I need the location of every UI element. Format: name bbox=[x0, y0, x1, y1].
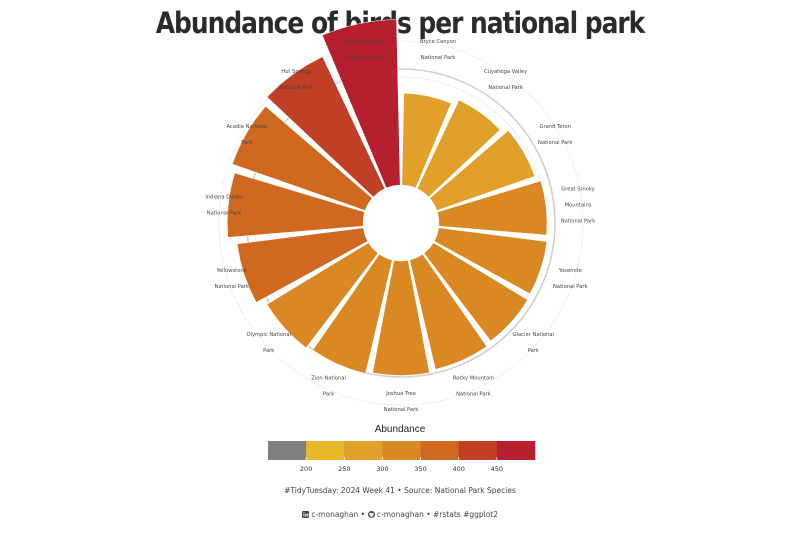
category-label-bryce-canyon: National Park bbox=[421, 55, 455, 61]
legend-tick-label: 300 bbox=[376, 465, 388, 473]
credit-user-linkedin[interactable]: c-monaghan bbox=[311, 510, 359, 519]
legend-title: Abundance bbox=[374, 424, 426, 435]
category-label-great-smoky: Great Smoky bbox=[561, 186, 595, 192]
category-label-rocky-mountain: National Park bbox=[456, 392, 490, 398]
bar-glacier-national bbox=[423, 242, 528, 342]
caption-credits: c-monaghan • c-monaghan • #rstats #ggplo… bbox=[0, 510, 800, 519]
category-label-grand-canyon: National Park bbox=[347, 55, 381, 61]
legend-tick-label: 250 bbox=[338, 465, 350, 473]
bar-grand-teton bbox=[429, 130, 536, 211]
legend-tick-label: 350 bbox=[414, 465, 426, 473]
grid-ring bbox=[218, 40, 584, 406]
bar-zion-national bbox=[312, 253, 393, 374]
bar-rocky-mountain bbox=[409, 253, 488, 370]
category-label-indiana-dunes: National Park bbox=[207, 210, 241, 216]
category-label-acadia-national: Acadia National bbox=[226, 124, 267, 130]
legend: 200 250 300 350 400 450 bbox=[268, 441, 536, 473]
bar-great-smoky bbox=[437, 180, 548, 236]
legend-tick-label: 200 bbox=[300, 465, 312, 473]
bar-joshua-tree bbox=[372, 260, 430, 376]
category-label-great-smoky: National Park bbox=[561, 218, 595, 224]
bar-grand-canyon bbox=[321, 19, 401, 189]
category-label-yosemite: Yosemite bbox=[558, 268, 582, 274]
caption-source: #TidyTuesday: 2024 Week 41 • Source: Nat… bbox=[284, 486, 516, 495]
legend-tick-label: 400 bbox=[453, 465, 465, 473]
bar-indiana-dunes bbox=[227, 172, 365, 238]
category-label-great-smoky: Mountains bbox=[565, 202, 592, 208]
chart-title: Abundance of birds per national park bbox=[155, 6, 645, 40]
legend-swatch bbox=[420, 441, 460, 460]
category-label-grand-teton: Grand Teton bbox=[539, 124, 571, 130]
category-label-indiana-dunes: Indiana Dunes bbox=[205, 194, 243, 200]
bar-yellowstone bbox=[236, 227, 369, 303]
bar-yosemite bbox=[433, 227, 548, 295]
category-label-bryce-canyon: Bryce Canyon bbox=[420, 39, 456, 45]
linkedin-icon[interactable] bbox=[301, 511, 309, 518]
category-label-glacier-national: Park bbox=[528, 348, 539, 354]
category-label-joshua-tree: Joshua Tree bbox=[385, 391, 416, 397]
category-label-cuyahoga-valley: Cuyahoga Valley bbox=[484, 69, 527, 75]
github-icon[interactable] bbox=[367, 511, 375, 518]
category-label-yosemite: National Park bbox=[553, 284, 587, 290]
legend-swatch bbox=[306, 441, 345, 460]
bar-cuyahoga-valley bbox=[416, 99, 501, 198]
category-label-glacier-national: Glacier National bbox=[513, 332, 555, 338]
category-labels: Bryce Canyon National Park Cuyahoga Valley… bbox=[205, 39, 595, 413]
category-label-hot-springs: Hot Springs bbox=[281, 69, 311, 75]
category-label-rocky-mountain: Rocky Mountain bbox=[453, 376, 494, 382]
category-label-zion-national: Park bbox=[323, 392, 334, 398]
category-label-acadia-national: Park bbox=[241, 140, 252, 146]
legend-swatch bbox=[344, 441, 383, 460]
category-label-hot-springs: National Park bbox=[279, 85, 313, 91]
category-label-grand-teton: National Park bbox=[538, 140, 572, 146]
legend-swatch bbox=[382, 441, 421, 460]
bar-bryce-canyon bbox=[401, 92, 452, 189]
bars-group bbox=[227, 19, 548, 376]
credit-tags: • #rstats #ggplot2 bbox=[426, 510, 499, 519]
category-label-grand-canyon: Grand Canyon bbox=[345, 39, 382, 45]
category-label-yellowstone: Yellowstone bbox=[216, 268, 247, 274]
category-label-olympic-national: Olympic National bbox=[246, 332, 291, 338]
credit-separator: • bbox=[360, 510, 366, 519]
legend-swatch bbox=[268, 441, 307, 460]
bar-hot-springs bbox=[266, 56, 386, 198]
category-label-olympic-national: Park bbox=[263, 348, 274, 354]
credit-user-github[interactable]: c-monaghan bbox=[376, 510, 424, 519]
legend-swatch bbox=[458, 441, 498, 460]
category-label-joshua-tree: National Park bbox=[384, 407, 418, 413]
category-label-cuyahoga-valley: National Park bbox=[488, 85, 522, 91]
bar-acadia-national bbox=[231, 105, 373, 211]
bar-olympic-national bbox=[266, 242, 379, 349]
category-label-yellowstone: National Park bbox=[214, 284, 248, 290]
legend-tick-label: 450 bbox=[491, 465, 503, 473]
category-label-zion-national: Zion National bbox=[311, 376, 346, 382]
legend-swatch bbox=[496, 441, 536, 460]
